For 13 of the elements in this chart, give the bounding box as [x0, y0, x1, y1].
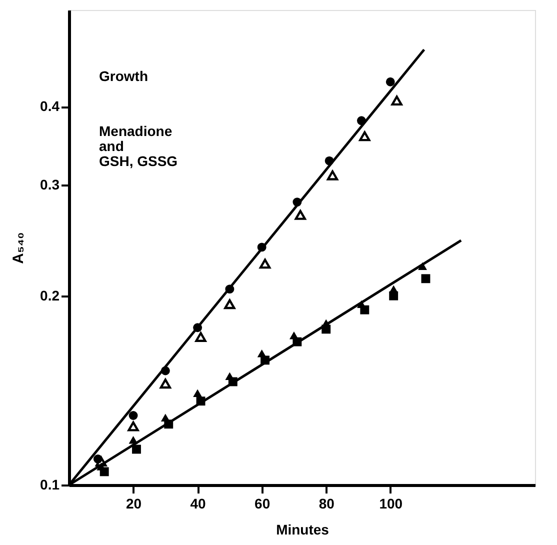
y-tick-label: 0.4 — [40, 98, 60, 114]
x-tick-label: 100 — [379, 496, 403, 512]
y-tick-label: 0.1 — [40, 476, 60, 492]
x-tick-label: 60 — [254, 496, 270, 512]
x-tick-label: 40 — [190, 496, 206, 512]
y-tick-label: 0.2 — [40, 287, 60, 304]
x-tick-label: 20 — [126, 496, 142, 512]
y-tick-label: 0.3 — [40, 176, 60, 193]
y-axis-title: A₅₄₀ — [10, 232, 28, 264]
annotation: Menadione and GSH, GSSG — [99, 123, 178, 169]
x-axis-title: Minutes — [276, 522, 330, 538]
x-tick-label: 80 — [318, 496, 335, 512]
annotation: Growth — [99, 68, 148, 84]
